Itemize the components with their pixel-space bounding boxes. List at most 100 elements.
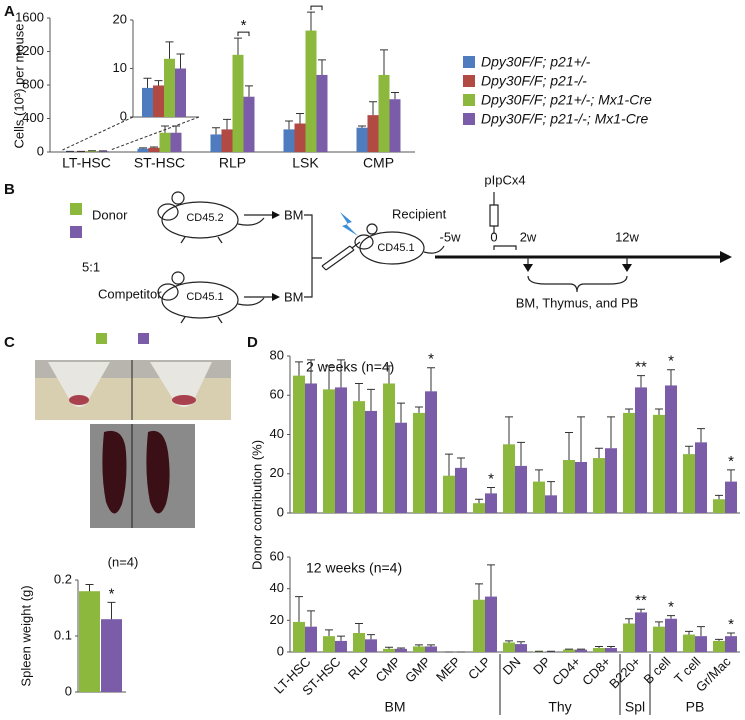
error-bar (385, 365, 393, 384)
error-bar (667, 615, 675, 619)
bar (563, 460, 575, 513)
bar (473, 503, 485, 513)
error-bar (325, 629, 333, 637)
inset-bar (175, 68, 186, 117)
error-bar (337, 635, 345, 641)
error-bar (625, 408, 633, 413)
brace (527, 275, 628, 293)
error-bar (487, 564, 495, 597)
bar (97, 151, 109, 152)
timepoint-label: 2w (520, 229, 537, 244)
ratio-label: 5:1 (82, 259, 100, 274)
bar (623, 623, 635, 652)
error-bar (367, 388, 375, 411)
bar (305, 626, 317, 652)
error-bar (697, 626, 705, 637)
mouse-icon (157, 191, 265, 244)
y-tick-label: 0 (37, 143, 44, 158)
error-bar (143, 77, 152, 88)
error-bar (367, 634, 375, 640)
error-bar (475, 498, 483, 504)
error-bar (517, 641, 525, 645)
error-bar (325, 365, 333, 390)
bar (443, 475, 455, 513)
y-tick-label: 60 (270, 387, 284, 402)
timepoint-label: -5w (440, 229, 462, 244)
bar (137, 148, 149, 152)
donor-color-square (70, 226, 82, 238)
error-bar (517, 441, 525, 466)
bar (533, 481, 545, 513)
error-bar (397, 402, 405, 423)
error-bar (625, 618, 633, 624)
bar (425, 391, 437, 513)
chart-title: (n=4) (108, 554, 139, 569)
significance-label: ** (635, 592, 647, 609)
bar (210, 134, 222, 152)
y-tick-label: 20 (270, 465, 284, 480)
y-tick-label: 20 (113, 11, 127, 26)
diagram: Donor 5:1 Competitor CD45.2 BM CD45.1 BM… (70, 172, 732, 324)
bar (545, 495, 557, 513)
error-bar (234, 37, 242, 55)
bar (695, 636, 707, 652)
bar (413, 412, 425, 513)
error-bar (637, 375, 645, 388)
error-bar (337, 359, 345, 388)
bar (503, 642, 515, 652)
legend-swatch (463, 56, 475, 68)
bar (101, 619, 122, 692)
legend-label: Dpy30F/F; p21-/- (481, 73, 587, 89)
error-bar (139, 147, 147, 149)
bar (389, 99, 401, 152)
error-bar (318, 59, 326, 75)
legend-square (138, 333, 149, 344)
bar (605, 448, 617, 513)
bar (170, 132, 182, 152)
panel-label: A (4, 3, 15, 20)
x-tick-label: Gr/Mac (693, 654, 734, 695)
bar (148, 147, 160, 152)
group-label: PB (686, 699, 705, 715)
inset-connector (62, 116, 200, 151)
error-bar (295, 596, 303, 622)
injection-window (493, 245, 517, 250)
bar (305, 383, 317, 513)
bar (425, 646, 437, 652)
x-tick-label: CMP (363, 155, 394, 171)
bar (335, 640, 347, 652)
x-tick-label: B220+ (606, 654, 643, 691)
error-bar (655, 621, 663, 627)
y-axis-label: Spleen weight (g) (18, 585, 33, 686)
error-bar (355, 623, 363, 633)
bar (335, 387, 347, 513)
arrowhead (720, 251, 732, 263)
bar (665, 618, 677, 652)
error-bar (427, 644, 435, 647)
syringe (321, 241, 361, 271)
y-tick-label: 0 (277, 643, 284, 658)
error-bar (285, 120, 293, 130)
y-axis-label: Donor contribution (%) (249, 440, 264, 570)
bar (353, 633, 365, 652)
error-bar (727, 632, 735, 637)
error-bar (176, 53, 185, 69)
error-bar (391, 92, 399, 100)
panel-label: C (4, 334, 15, 351)
error-bar (380, 49, 388, 75)
arrowhead (523, 264, 632, 272)
bar (293, 621, 305, 652)
legend-swatch (463, 113, 475, 125)
x-tick-label: LT-HSC (62, 155, 111, 171)
bar (323, 389, 335, 513)
bar (575, 649, 587, 652)
y-tick-label: 800 (22, 76, 44, 91)
bar (725, 636, 737, 652)
bar (79, 591, 100, 692)
bar (395, 648, 407, 652)
sampling-line (527, 257, 628, 268)
significance-label: * (428, 351, 434, 368)
error-bar (415, 644, 423, 647)
y-tick-label: 80 (270, 347, 284, 362)
error-bar (697, 428, 705, 443)
